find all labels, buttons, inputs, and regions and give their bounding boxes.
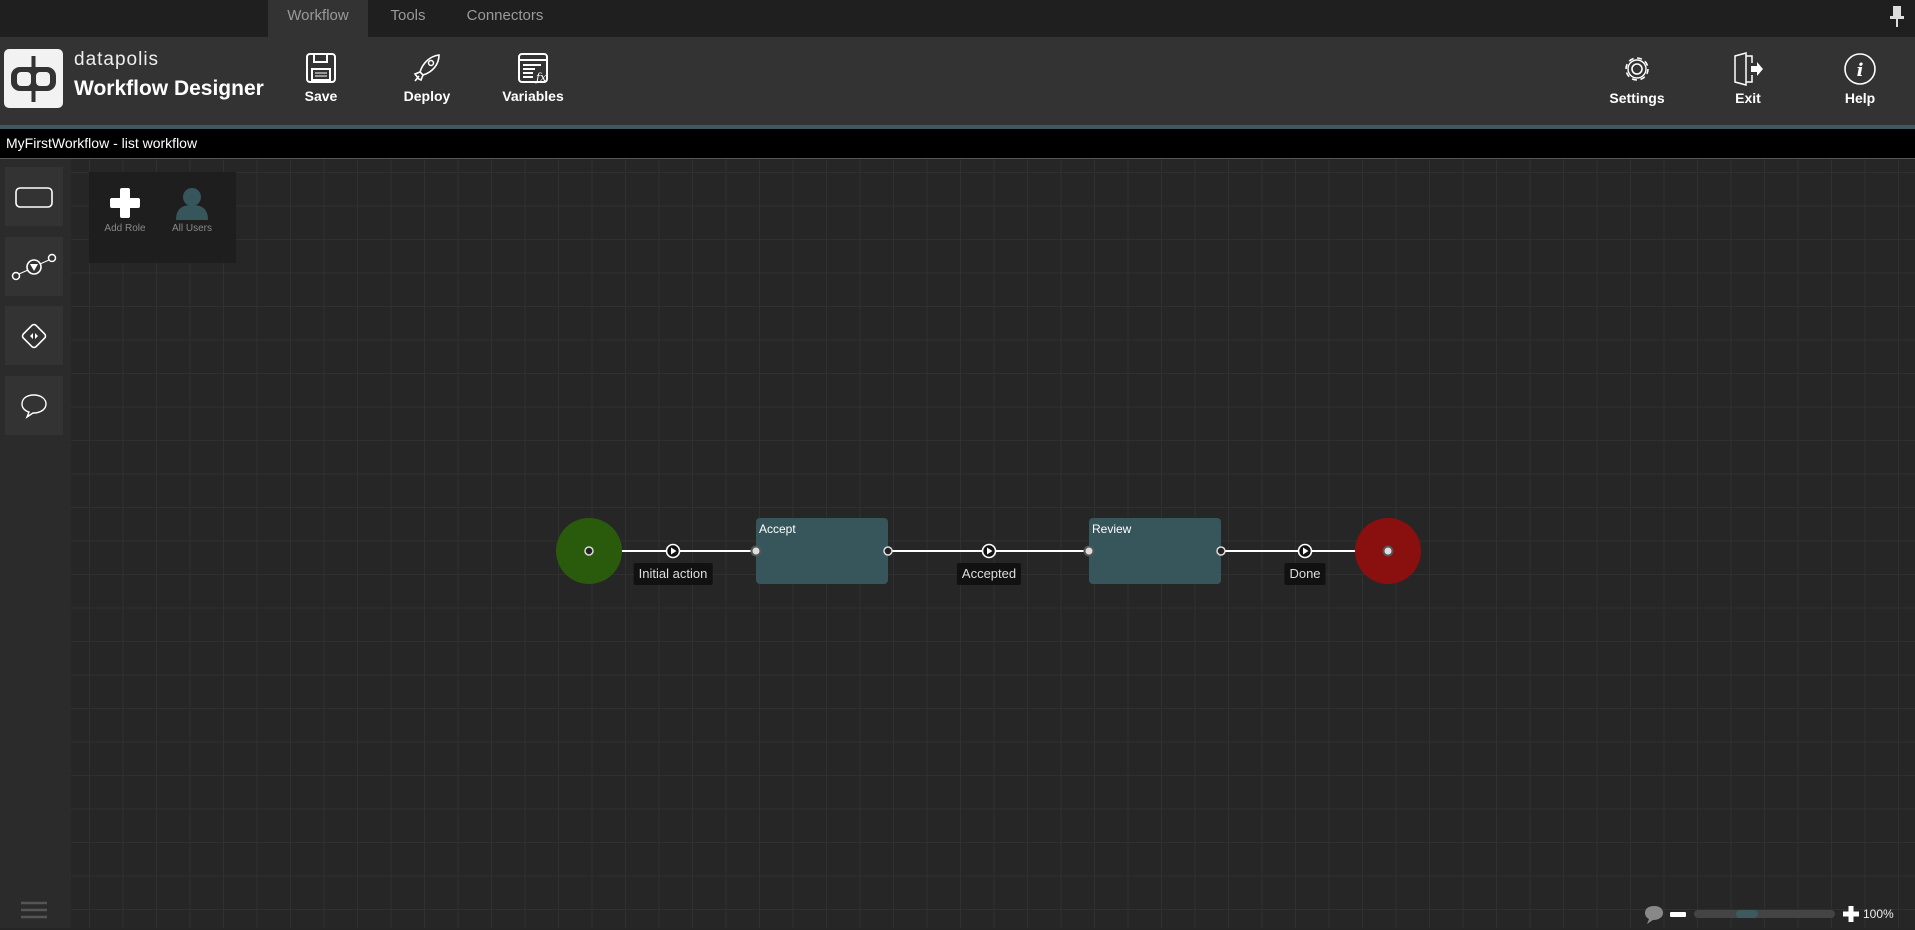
variables-label: Variables [502, 88, 564, 104]
save-icon [306, 53, 336, 83]
add-transition-tool[interactable] [5, 237, 63, 296]
deploy-button[interactable]: Deploy [377, 52, 477, 117]
transition-markers [665, 543, 1313, 559]
zoom-slider[interactable] [1694, 910, 1835, 918]
tab-connectors[interactable]: Connectors [466, 7, 544, 24]
save-button[interactable]: Save [271, 52, 371, 117]
settings-button[interactable]: Settings [1587, 52, 1687, 117]
play-icon[interactable] [981, 543, 997, 559]
svg-text:i: i [1857, 60, 1864, 81]
pin-icon[interactable] [1890, 6, 1904, 33]
state-accept[interactable]: Accept [756, 518, 888, 584]
rocket-icon [413, 54, 440, 82]
transition-label[interactable]: Accepted [956, 563, 1022, 585]
app-title: Workflow Designer [74, 77, 264, 100]
help-button[interactable]: i Help [1810, 52, 1910, 117]
exit-button[interactable]: Exit [1698, 52, 1798, 117]
play-icon[interactable] [665, 543, 681, 559]
start-node[interactable] [556, 518, 622, 584]
deploy-label: Deploy [403, 88, 451, 104]
exit-label: Exit [1735, 90, 1761, 106]
add-state-tool[interactable] [5, 167, 63, 226]
svg-text:fx: fx [535, 71, 547, 84]
rectangle-icon [15, 186, 53, 208]
tab-workflow[interactable]: Workflow [268, 0, 368, 37]
datapolis-logo [4, 49, 63, 108]
transition-label[interactable]: Initial action [633, 563, 713, 585]
zoom-slider-thumb[interactable] [1735, 910, 1758, 918]
transition-icon [11, 253, 57, 280]
tab-tools[interactable]: Tools [390, 7, 426, 24]
menu-icon[interactable] [21, 900, 47, 925]
variables-button[interactable]: fx Variables [483, 52, 583, 117]
header-divider [0, 125, 1915, 129]
help-label: Help [1844, 90, 1876, 106]
add-role-label: Add Role [104, 223, 146, 234]
play-icon[interactable] [1297, 543, 1313, 559]
state-label: Accept [759, 522, 796, 536]
tab-bar: Workflow Tools Connectors [0, 0, 1915, 37]
workflow-title: MyFirstWorkflow - list workflow [0, 129, 1915, 159]
zoom-level: 100% [1863, 907, 1894, 921]
exit-door-icon [1734, 52, 1763, 86]
plus-icon [110, 188, 140, 218]
state-label: Review [1092, 522, 1132, 536]
settings-label: Settings [1609, 90, 1665, 106]
transition-label[interactable]: Done [1284, 563, 1326, 585]
brand-name: datapolis [74, 49, 160, 70]
all-users-label: All Users [171, 223, 212, 234]
comment-icon[interactable] [1644, 905, 1664, 930]
zoom-in-button[interactable] [1843, 906, 1859, 927]
add-decision-tool[interactable] [5, 306, 63, 365]
header-toolbar: datapolis Workflow Designer Save Deploy … [0, 37, 1915, 125]
state-review[interactable]: Review [1089, 518, 1221, 584]
variables-icon: fx [518, 53, 548, 84]
add-role-button[interactable]: Add Role [95, 186, 155, 234]
save-label: Save [304, 88, 338, 104]
info-icon: i [1844, 53, 1876, 85]
diamond-icon [21, 323, 47, 348]
gear-icon [1625, 57, 1649, 81]
add-comment-tool[interactable] [5, 376, 63, 435]
shape-toolbar [0, 159, 71, 928]
role-all-users[interactable]: All Users [162, 186, 222, 234]
speech-bubble-icon [21, 393, 47, 419]
zoom-out-button[interactable] [1670, 912, 1686, 917]
design-canvas[interactable] [71, 159, 1915, 928]
end-node[interactable] [1355, 518, 1421, 584]
user-icon [176, 188, 208, 220]
roles-panel: Add Role All Users [89, 172, 236, 263]
